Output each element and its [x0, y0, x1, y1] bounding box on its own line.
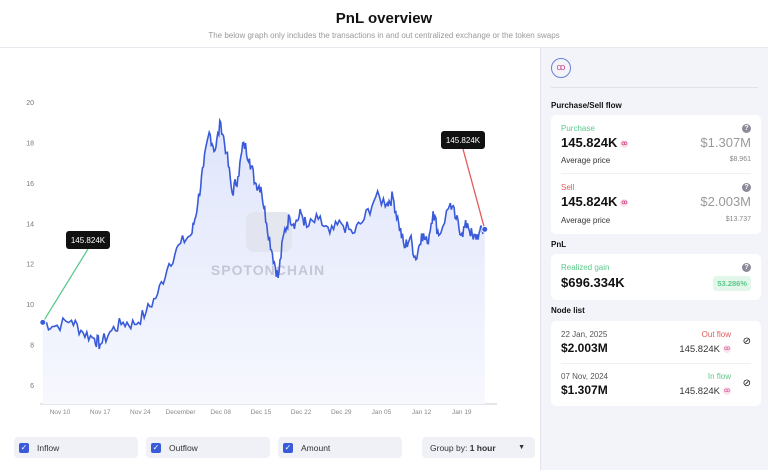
- group-by-select[interactable]: Group by: 1 hour ▼: [422, 437, 535, 458]
- series-area: [42, 120, 485, 404]
- x-tick-label: Jan 19: [452, 409, 472, 416]
- y-tick-label: 16: [26, 181, 34, 188]
- node-type: Out flow: [701, 330, 731, 339]
- inflow-checkbox[interactable]: ✓ Inflow: [14, 437, 138, 458]
- annotation-point: [39, 318, 47, 326]
- pnl-chart: 6 8 10 12 14 16 18 20 Nov 10 Nov 17 Nov 24 December…: [26, 100, 497, 416]
- node-list-item[interactable]: 22 Jan, 2025 $2.003M Out flow 145.824K ꝏ …: [551, 321, 761, 363]
- purchase-usd: $1.307M: [700, 135, 751, 150]
- pnl-card: Realized gain ? $696.334K 53.286%: [551, 254, 761, 300]
- help-icon[interactable]: ?: [742, 183, 751, 192]
- token-icon: ꝏ: [723, 345, 731, 354]
- x-tick-label: Dec 22: [291, 409, 312, 416]
- node-amount: 145.824K: [679, 344, 720, 355]
- y-tick-label: 8: [30, 343, 34, 350]
- check-icon: ✓: [151, 442, 161, 453]
- x-tick-label: Dec 08: [210, 409, 231, 416]
- watermark-logo: [246, 212, 292, 252]
- x-tick-label: Jan 05: [372, 409, 392, 416]
- token-logo-icon: ꝏ: [551, 58, 571, 78]
- node-usd: $2.003M: [561, 341, 608, 355]
- avg-price-label: Average price: [561, 216, 611, 225]
- y-tick-label: 6: [30, 383, 34, 390]
- purchase-label: Purchase: [561, 124, 595, 133]
- node-date: 22 Jan, 2025: [561, 330, 608, 339]
- x-tick-label: Nov 24: [130, 409, 151, 416]
- check-icon: ✓: [19, 442, 29, 453]
- group-by-label: Group by:: [430, 442, 468, 453]
- x-tick-label: Dec 29: [331, 409, 352, 416]
- avg-price-label: Average price: [561, 156, 611, 165]
- flow-card: Purchase ? 145.824K ꝏ $1.307M Average pri…: [551, 115, 761, 234]
- node-list: 22 Jan, 2025 $2.003M Out flow 145.824K ꝏ …: [551, 321, 761, 406]
- y-tick-label: 10: [26, 302, 34, 309]
- outflow-label: Outflow: [169, 442, 198, 453]
- token-icon: ꝏ: [620, 198, 629, 207]
- pnl-percent-badge: 53.286%: [713, 276, 751, 291]
- flow-section-title: Purchase/Sell flow: [551, 101, 622, 110]
- annotation-label: 145.824K: [71, 236, 106, 245]
- node-date: 07 Nov, 2024: [561, 372, 608, 381]
- realized-gain-label: Realized gain: [561, 263, 610, 272]
- series-line-amount: [42, 117, 486, 350]
- inflow-label: Inflow: [37, 442, 60, 453]
- outflow-checkbox[interactable]: ✓ Outflow: [146, 437, 270, 458]
- help-icon[interactable]: ?: [742, 124, 751, 133]
- x-tick-label: December: [166, 409, 197, 416]
- realized-gain-value: $696.334K: [561, 275, 625, 290]
- pnl-section-title: PnL: [551, 240, 567, 249]
- amount-checkbox[interactable]: ✓ Amount: [278, 437, 402, 458]
- divider: [551, 87, 758, 88]
- y-tick-label: 14: [26, 221, 34, 228]
- group-by-value: 1 hour: [469, 442, 496, 453]
- sell-avg-price: $13.737: [725, 216, 751, 223]
- node-section-title: Node list: [551, 306, 585, 315]
- amount-label: Amount: [301, 442, 331, 453]
- x-tick-label: Nov 17: [90, 409, 111, 416]
- purchase-amount: 145.824K: [561, 135, 618, 150]
- page-title: PnL overview: [335, 10, 433, 27]
- annotation-connector: [42, 248, 89, 323]
- help-icon[interactable]: ?: [742, 263, 751, 272]
- node-list-item[interactable]: 07 Nov, 2024 $1.307M In flow 145.824K ꝏ ⊘: [551, 364, 761, 406]
- caret-down-icon: ▼: [518, 444, 525, 451]
- watermark: SPOTONCHAIN: [211, 262, 325, 278]
- node-amount: 145.824K: [679, 386, 720, 397]
- token-icon: ꝏ: [723, 387, 731, 396]
- annotation-connector: [462, 148, 486, 230]
- purchase-avg-price: $8.961: [729, 156, 751, 163]
- y-tick-label: 12: [26, 262, 34, 269]
- annotation-label-bg: [66, 231, 110, 249]
- sidebar: ꝏ Purchase/Sell flow Purchase ? 145.824K…: [540, 48, 768, 470]
- x-tick-label: Nov 10: [50, 409, 71, 416]
- annotation-label-bg: [441, 131, 485, 149]
- token-icon: ꝏ: [620, 139, 629, 148]
- check-icon: ✓: [283, 442, 293, 453]
- hide-eye-icon[interactable]: ⊘: [742, 336, 751, 347]
- page-header: PnL overview The below graph only includ…: [0, 0, 768, 48]
- sell-usd: $2.003M: [700, 194, 751, 209]
- annotation-point: [481, 225, 489, 233]
- x-tick-label: Jan 12: [412, 409, 432, 416]
- sell-label: Sell: [561, 183, 575, 192]
- node-type: In flow: [707, 372, 731, 381]
- page-subtitle: The below graph only includes the transa…: [208, 31, 560, 40]
- node-usd: $1.307M: [561, 383, 608, 397]
- x-tick-label: Dec 15: [251, 409, 272, 416]
- y-tick-label: 18: [26, 140, 34, 147]
- sell-amount: 145.824K: [561, 194, 618, 209]
- annotation-label: 145.824K: [446, 136, 481, 145]
- hide-eye-icon[interactable]: ⊘: [742, 378, 751, 389]
- y-tick-label: 20: [26, 100, 34, 107]
